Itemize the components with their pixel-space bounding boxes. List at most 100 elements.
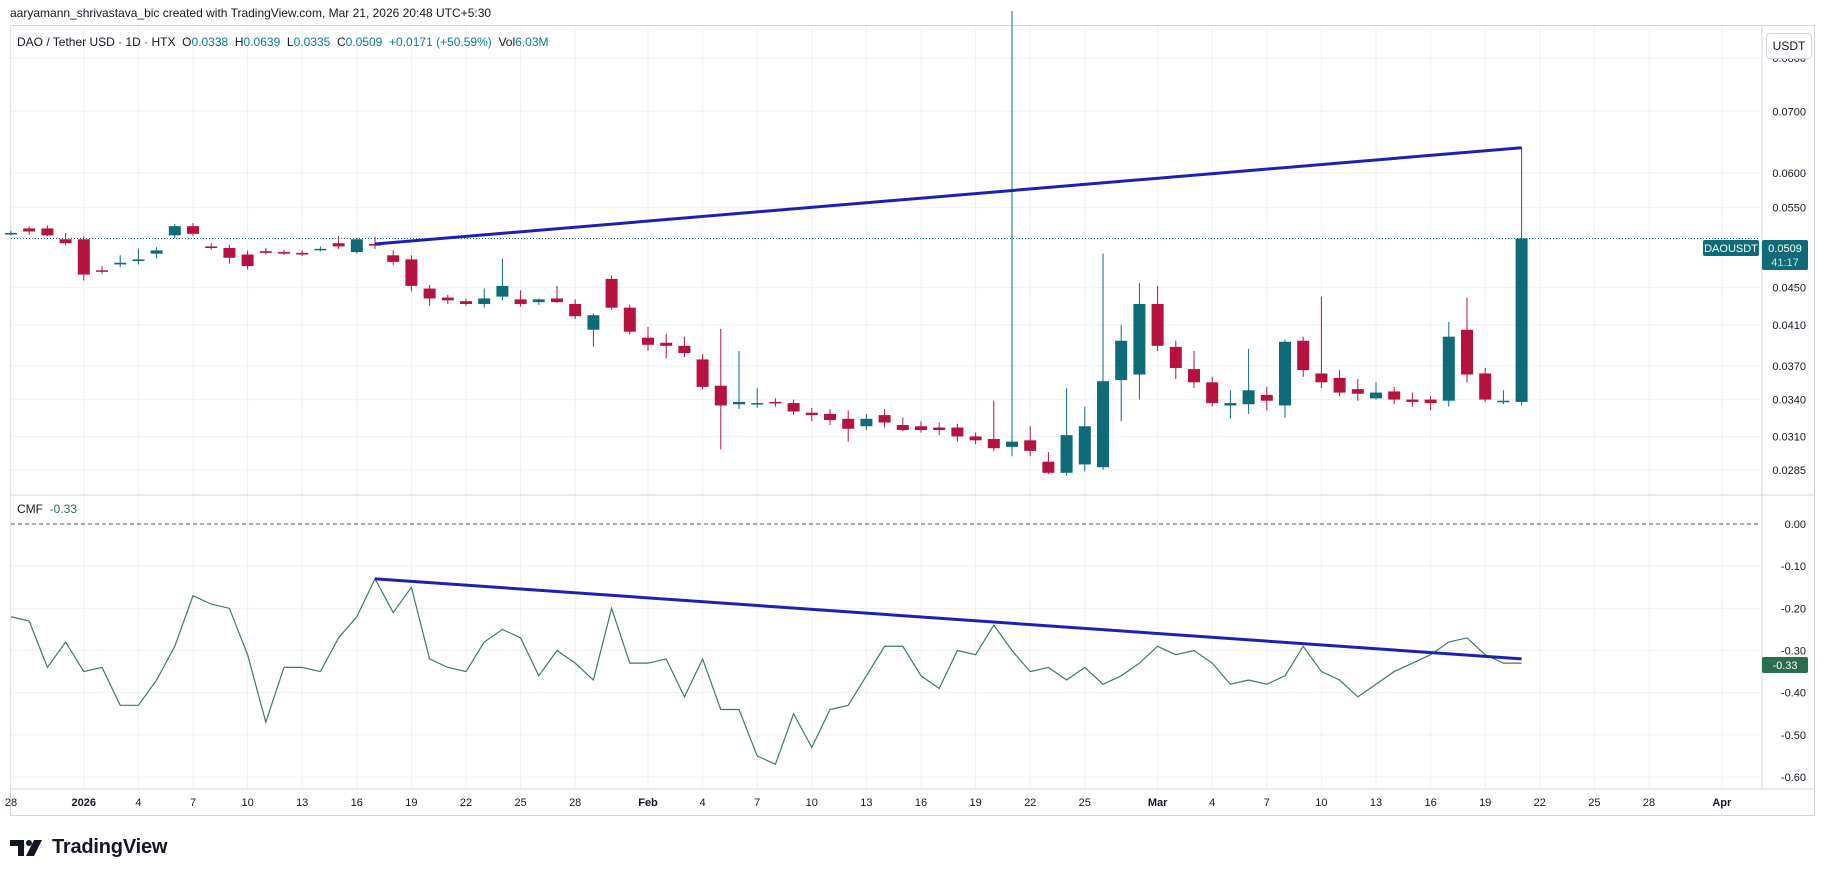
time-tick-label: 13 bbox=[296, 797, 308, 809]
time-tick-label: 25 bbox=[514, 797, 526, 809]
candle bbox=[1297, 336, 1310, 377]
high-value: 0.0639 bbox=[243, 35, 281, 49]
candle bbox=[1406, 392, 1419, 407]
trendlines[interactable] bbox=[374, 146, 1522, 661]
candle-body bbox=[987, 439, 1000, 449]
candle bbox=[332, 236, 345, 249]
price-trendline[interactable] bbox=[374, 146, 1522, 246]
candle-body bbox=[915, 426, 927, 431]
time-tick-label: 22 bbox=[1534, 797, 1546, 809]
candle-body bbox=[787, 403, 800, 412]
candle bbox=[860, 413, 873, 431]
price-tick-label: 0.0550 bbox=[1772, 203, 1806, 215]
price-tick-label: 0.0600 bbox=[1772, 168, 1806, 180]
time-tick-label: 7 bbox=[754, 797, 760, 809]
candle bbox=[1206, 376, 1219, 407]
price-tag-countdown: 41:17 bbox=[1771, 257, 1799, 269]
cmf-tag-value: -0.33 bbox=[1772, 660, 1797, 672]
price-tick-label: 0.0310 bbox=[1772, 431, 1806, 443]
open-label: O bbox=[182, 35, 192, 49]
candle bbox=[824, 409, 836, 426]
candle-body bbox=[132, 259, 145, 262]
time-tick-label: 25 bbox=[1588, 797, 1600, 809]
candle-body bbox=[478, 298, 491, 304]
tradingview-logo[interactable]: TradingView bbox=[10, 836, 167, 859]
time-tick-label: 28 bbox=[1643, 797, 1655, 809]
candle bbox=[751, 387, 764, 408]
cmf-trendline[interactable] bbox=[374, 577, 1522, 661]
candle-body bbox=[1351, 389, 1364, 394]
candle-body bbox=[278, 252, 290, 254]
change-value: +0.0171 (+50.59%) bbox=[389, 35, 492, 49]
candle-body bbox=[77, 239, 90, 275]
candle bbox=[41, 225, 54, 237]
candle bbox=[278, 249, 290, 256]
candle bbox=[241, 250, 254, 270]
candle bbox=[1515, 147, 1528, 406]
chart-credit: aaryamann_shrivastava_bic created with T… bbox=[10, 6, 492, 20]
volume-value: 6.03M bbox=[515, 35, 549, 49]
price-tick-label: 0.0370 bbox=[1772, 361, 1806, 373]
candle-body bbox=[1442, 336, 1455, 401]
candle bbox=[805, 407, 818, 422]
candle bbox=[1442, 321, 1455, 407]
candle-body bbox=[1078, 426, 1091, 465]
time-tick-label: 16 bbox=[351, 797, 363, 809]
candle bbox=[314, 246, 327, 252]
axes: 0.08000.07000.06000.05500.04500.04100.03… bbox=[5, 53, 1806, 809]
time-tick-label: 2026 bbox=[72, 797, 96, 809]
time-tick-label: 7 bbox=[1264, 797, 1270, 809]
candle-body bbox=[714, 385, 727, 406]
time-tick-label: 10 bbox=[241, 797, 253, 809]
time-tick-label: 13 bbox=[1370, 797, 1382, 809]
candle bbox=[605, 275, 618, 310]
price-tags: DAOUSDT 0.0509 41:17 -0.33 bbox=[1703, 240, 1808, 673]
candle-body bbox=[5, 233, 17, 235]
candle-body bbox=[896, 425, 909, 431]
candle bbox=[714, 328, 727, 450]
candle-body bbox=[933, 427, 946, 431]
candle-body bbox=[496, 285, 509, 297]
time-tick-label: Feb bbox=[638, 797, 658, 809]
symbol-name[interactable]: DAO / Tether USD · 1D · HTX bbox=[17, 35, 176, 49]
candle bbox=[733, 350, 745, 410]
candle bbox=[1388, 386, 1401, 405]
candle-body bbox=[1279, 341, 1291, 406]
candle bbox=[1497, 390, 1510, 405]
candle-body bbox=[1479, 373, 1492, 400]
candle bbox=[496, 258, 509, 301]
candle-body bbox=[187, 226, 199, 234]
candle-body bbox=[150, 250, 163, 254]
candle-body bbox=[23, 228, 36, 232]
currency-button[interactable]: USDT bbox=[1766, 33, 1812, 59]
candle bbox=[569, 299, 582, 320]
cmf-tick-label: -0.10 bbox=[1781, 561, 1806, 573]
candle-body bbox=[660, 342, 673, 346]
candle-body bbox=[951, 427, 964, 437]
candle-body bbox=[168, 226, 181, 236]
candle-body bbox=[769, 401, 782, 404]
candle bbox=[96, 266, 108, 274]
candle bbox=[1242, 348, 1255, 414]
cmf-name[interactable]: CMF bbox=[17, 502, 43, 516]
candle-body bbox=[1515, 238, 1528, 402]
candle bbox=[551, 285, 563, 304]
candle-body bbox=[696, 359, 709, 387]
candle-body bbox=[1133, 303, 1146, 375]
candle-body bbox=[441, 297, 454, 301]
time-tick-label: 22 bbox=[460, 797, 472, 809]
candle bbox=[642, 326, 654, 351]
price-tick-label: 0.0410 bbox=[1772, 320, 1806, 332]
candle bbox=[1333, 370, 1346, 397]
time-tick-label: 7 bbox=[190, 797, 196, 809]
candle bbox=[23, 226, 36, 235]
candle bbox=[878, 409, 891, 428]
symbol-tag-text: DAOUSDT bbox=[1704, 243, 1758, 255]
candle bbox=[1060, 387, 1073, 476]
candle bbox=[1461, 297, 1473, 383]
candle-body bbox=[314, 248, 327, 251]
candle bbox=[987, 400, 1000, 451]
candle bbox=[1279, 339, 1291, 418]
candle bbox=[933, 422, 946, 436]
